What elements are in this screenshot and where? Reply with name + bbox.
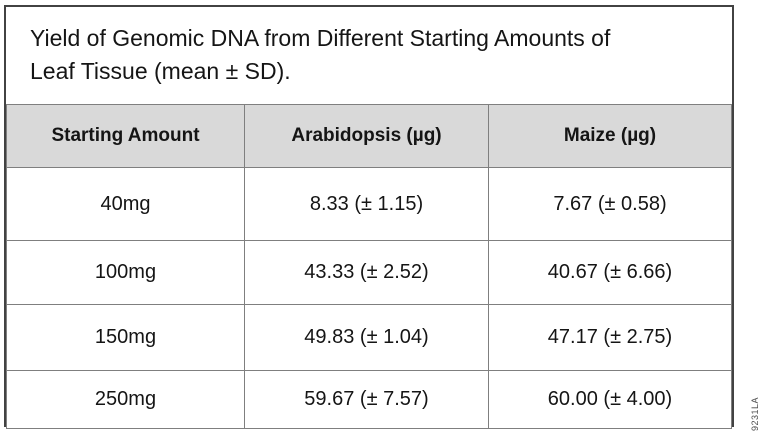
header-row: Starting Amount Arabidopsis (µg) Maize (…: [6, 104, 732, 168]
table-row: 250mg 59.67 (± 7.57) 60.00 (± 4.00): [6, 370, 732, 429]
table-cell-arabidopsis: 49.83 (± 1.04): [244, 304, 489, 371]
table-cell-arabidopsis: 59.67 (± 7.57): [244, 370, 489, 429]
column-header-starting-amount: Starting Amount: [6, 104, 245, 168]
table-cell-maize: 47.17 (± 2.75): [488, 304, 732, 371]
table-cell-maize: 40.67 (± 6.66): [488, 240, 732, 305]
table-row: 150mg 49.83 (± 1.04) 47.17 (± 2.75): [6, 304, 732, 371]
figure-title: Yield of Genomic DNA from Different Star…: [30, 25, 611, 84]
table-cell-starting-amount: 250mg: [6, 370, 245, 429]
table-cell-starting-amount: 150mg: [6, 304, 245, 371]
table-cell-maize: 60.00 (± 4.00): [488, 370, 732, 429]
column-header-arabidopsis: Arabidopsis (µg): [244, 104, 489, 168]
data-table: Starting Amount Arabidopsis (µg) Maize (…: [6, 104, 732, 429]
table-row: 100mg 43.33 (± 2.52) 40.67 (± 6.66): [6, 240, 732, 305]
column-header-maize: Maize (µg): [488, 104, 732, 168]
table-row: 40mg 8.33 (± 1.15) 7.67 (± 0.58): [6, 167, 732, 241]
table-cell-starting-amount: 100mg: [6, 240, 245, 305]
table-cell-starting-amount: 40mg: [6, 167, 245, 241]
table-cell-maize: 7.67 (± 0.58): [488, 167, 732, 241]
figure-frame: Yield of Genomic DNA from Different Star…: [4, 5, 734, 429]
table-cell-arabidopsis: 8.33 (± 1.15): [244, 167, 489, 241]
table-cell-arabidopsis: 43.33 (± 2.52): [244, 240, 489, 305]
figure-code: 9231LA: [750, 396, 760, 431]
